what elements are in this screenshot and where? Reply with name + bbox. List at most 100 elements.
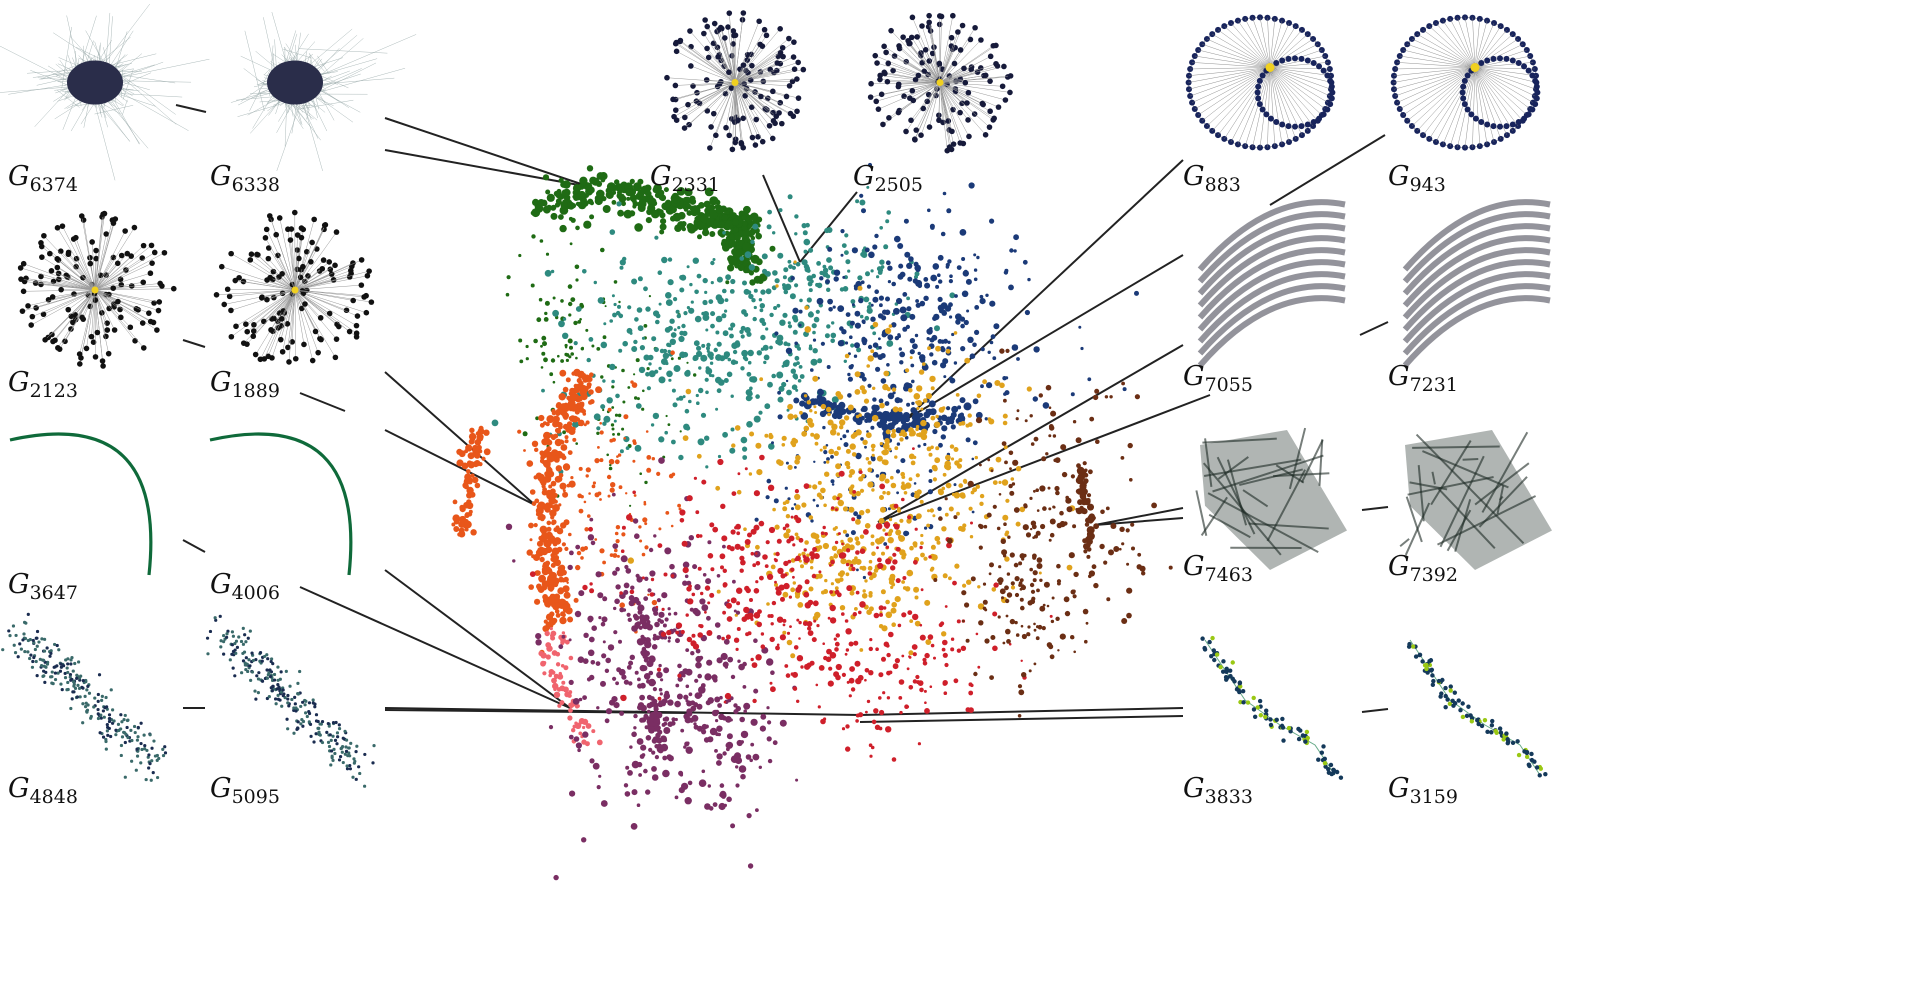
embedding-point xyxy=(706,659,713,666)
embedding-point xyxy=(847,404,854,411)
embedding-point xyxy=(633,713,638,719)
embedding-point xyxy=(655,319,660,325)
node xyxy=(770,118,777,124)
embedding-point xyxy=(803,249,808,254)
node xyxy=(779,44,786,51)
embedding-point xyxy=(553,687,557,692)
embedding-point xyxy=(1108,549,1114,556)
leader-lines xyxy=(175,104,1389,723)
embedding-point xyxy=(727,656,734,663)
embedding-point xyxy=(909,349,915,355)
embedding-point xyxy=(658,611,665,618)
embedding-point xyxy=(1036,509,1040,512)
embedding-point xyxy=(1032,578,1037,583)
embedding-point xyxy=(578,590,585,597)
embedding-point xyxy=(719,695,723,700)
embedding-point xyxy=(654,755,660,760)
embedding-point xyxy=(578,200,587,210)
embedding-point xyxy=(626,612,631,617)
embedding-point xyxy=(648,655,656,663)
embedding-point xyxy=(670,524,674,528)
embedding-point xyxy=(919,634,926,641)
embedding-point xyxy=(880,506,886,513)
embedding-point xyxy=(795,261,801,267)
embedding-point xyxy=(999,382,1005,389)
embedding-point xyxy=(727,599,730,602)
embedding-point xyxy=(923,277,929,282)
embedding-point xyxy=(603,415,611,423)
embedding-point xyxy=(591,484,596,489)
embedding-point xyxy=(624,791,631,797)
embedding-point xyxy=(836,413,843,420)
embedding-point xyxy=(809,409,813,413)
embedding-point xyxy=(702,299,708,306)
embedding-point xyxy=(1003,445,1008,450)
embedding-point xyxy=(749,396,753,400)
embedding-point xyxy=(794,558,798,562)
embedding-point xyxy=(581,739,587,745)
embedding-point xyxy=(827,246,833,252)
embedding-point xyxy=(633,726,637,730)
embedding-point xyxy=(823,461,827,464)
embedding-point xyxy=(902,292,908,297)
embedding-point xyxy=(646,208,653,216)
embedding-point xyxy=(562,430,566,435)
embedding-point xyxy=(541,388,545,393)
embedding-point xyxy=(615,681,619,686)
embedding-point xyxy=(638,525,642,529)
embedding-point xyxy=(766,736,772,742)
embedding-point xyxy=(541,460,547,465)
embedding-point xyxy=(959,316,966,322)
embedding-point xyxy=(950,637,955,641)
embedding-point xyxy=(844,250,849,256)
embedding-point xyxy=(661,358,668,365)
embedding-point xyxy=(646,679,651,684)
embedding-point xyxy=(549,611,555,617)
embedding-point xyxy=(925,392,933,400)
embedding-point xyxy=(924,526,928,530)
embedding-point xyxy=(658,189,665,196)
embedding-point xyxy=(775,645,780,651)
embedding-point xyxy=(599,430,604,435)
embedding-point xyxy=(668,612,672,616)
thumbnail-2505 xyxy=(867,12,1014,154)
embedding-point xyxy=(876,275,880,279)
embedding-point xyxy=(870,541,875,546)
embedding-point xyxy=(1072,420,1077,424)
embedding-point xyxy=(930,225,935,230)
embedding-point xyxy=(602,379,606,383)
embedding-point xyxy=(847,269,851,273)
embedding-point xyxy=(1127,442,1133,449)
embedding-point xyxy=(879,495,884,500)
embedding-point xyxy=(886,210,891,215)
embedding-point xyxy=(790,515,794,519)
embedding-point xyxy=(930,274,938,282)
embedding-point xyxy=(678,211,686,220)
embedding-point xyxy=(682,351,689,358)
embedding-point xyxy=(704,673,712,681)
embedding-point xyxy=(688,692,693,697)
embedding-point xyxy=(550,480,557,487)
embedding-point xyxy=(865,271,870,277)
embedding-point xyxy=(875,366,881,372)
embedding-point xyxy=(895,578,901,584)
embedding-point xyxy=(653,610,659,616)
embedding-point xyxy=(612,312,617,318)
embedding-point xyxy=(632,182,642,192)
embedding-point xyxy=(867,481,874,488)
embedding-point xyxy=(559,369,567,377)
embedding-point xyxy=(899,518,904,523)
embedding-point xyxy=(616,193,621,198)
embedding-point xyxy=(954,460,960,466)
embedding-point xyxy=(727,264,735,272)
embedding-point xyxy=(850,687,856,692)
embedding-point xyxy=(572,421,579,428)
embedding-point xyxy=(712,677,718,683)
embedding-point xyxy=(781,381,787,388)
embedding-point xyxy=(800,564,804,569)
embedding-point xyxy=(774,331,779,336)
embedding-point xyxy=(567,564,573,571)
embedding-point xyxy=(980,347,985,352)
embedding-point xyxy=(680,728,685,733)
embedding-point xyxy=(636,761,643,768)
